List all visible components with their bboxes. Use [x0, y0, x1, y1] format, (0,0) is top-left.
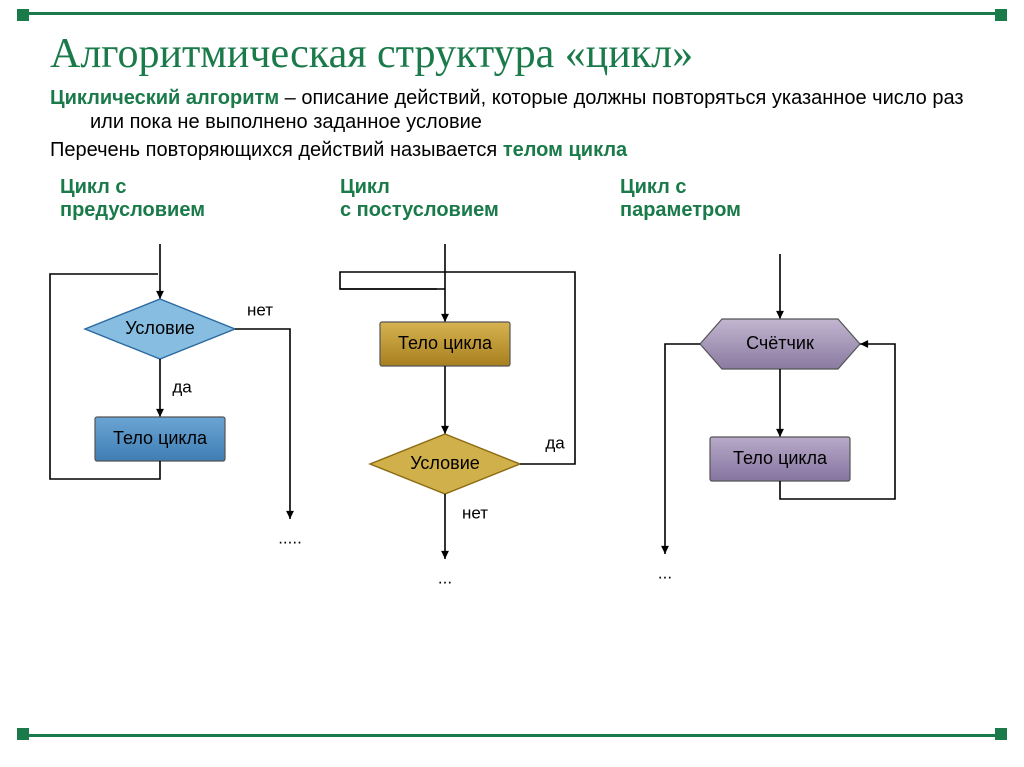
svg-text:Счётчик: Счётчик: [746, 333, 814, 353]
svg-text:Тело цикла: Тело цикла: [733, 448, 828, 468]
svg-text:да: да: [545, 433, 565, 452]
subhead-parameter: Цикл спараметром: [620, 176, 741, 222]
diagram-precondition: УсловиедаТело цикланет.....: [10, 234, 320, 574]
corner-deco: [995, 9, 1007, 21]
svg-text:Тело цикла: Тело цикла: [398, 333, 493, 353]
definition-text: Циклический алгоритм – описание действий…: [50, 86, 984, 134]
subheadings: Цикл спредусловием Циклс постусловием Ци…: [50, 176, 984, 222]
corner-deco: [17, 728, 29, 740]
svg-text:нет: нет: [462, 503, 488, 522]
diagrams-container: УсловиедаТело цикланет..... Тело циклаУс…: [50, 234, 984, 614]
svg-text:...: ...: [658, 563, 672, 582]
subhead-precondition: Цикл спредусловием: [60, 176, 340, 222]
corner-deco: [17, 9, 29, 21]
subhead-postcondition: Циклс постусловием: [340, 176, 620, 222]
content: Алгоритмическая структура «цикл» Цикличе…: [50, 30, 984, 614]
svg-text:Условие: Условие: [410, 453, 480, 473]
svg-text:Условие: Условие: [125, 318, 195, 338]
svg-text:да: да: [172, 377, 192, 396]
page-title: Алгоритмическая структура «цикл»: [50, 30, 984, 78]
body-definition-text: Перечень повторяющихся действий называет…: [50, 138, 984, 162]
diagram-postcondition: Тело цикла Условие да нет...: [295, 234, 605, 634]
svg-text:...: ...: [438, 568, 452, 587]
svg-text:нет: нет: [247, 300, 273, 319]
diagram-parameter: Счётчик Тело цикла...: [620, 234, 930, 634]
svg-text:Тело цикла: Тело цикла: [113, 428, 208, 448]
corner-deco: [995, 728, 1007, 740]
definition-term: Циклический алгоритм: [50, 87, 279, 109]
